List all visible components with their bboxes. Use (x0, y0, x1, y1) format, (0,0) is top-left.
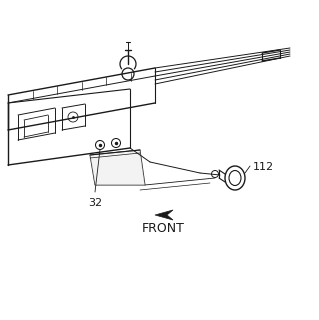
Polygon shape (90, 150, 145, 185)
Text: 112: 112 (253, 162, 274, 172)
Text: 32: 32 (88, 198, 102, 208)
Text: FRONT: FRONT (142, 222, 184, 235)
Polygon shape (155, 210, 173, 220)
